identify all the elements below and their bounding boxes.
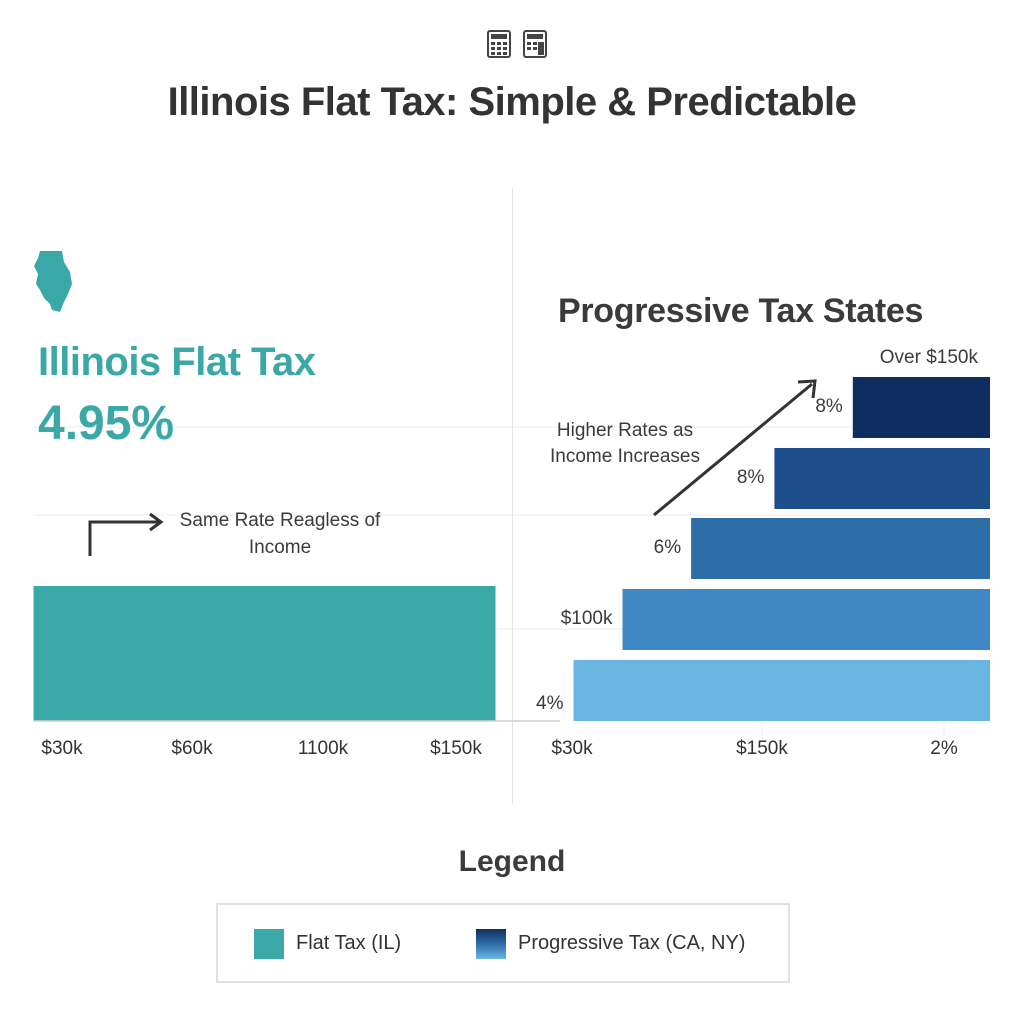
legend: Flat Tax (IL) Progressive Tax (CA, NY) <box>216 903 790 983</box>
bar-label: 6% <box>653 536 682 558</box>
bar-label: $100k <box>560 607 613 629</box>
rising-arrow <box>653 382 813 517</box>
annotation-arrows <box>88 379 817 556</box>
progressive-bar <box>622 589 990 650</box>
rising-arrow-head <box>797 379 817 399</box>
x-tick-label: 2% <box>930 738 958 759</box>
bar-label: 8% <box>736 466 765 488</box>
flat-tax-title: Illinois Flat Tax <box>38 340 316 384</box>
bent-arrow <box>88 520 160 556</box>
flat-bar <box>379 586 496 721</box>
bar-label: 8% <box>815 395 843 417</box>
progressive-bar <box>774 448 990 509</box>
legend-swatch-progressive <box>476 929 506 959</box>
bar-label: 4% <box>536 692 564 714</box>
x-tick-label: $30k <box>41 738 83 759</box>
x-tick-label: $150k <box>430 738 482 759</box>
x-tick-label: $30k <box>551 738 593 759</box>
flat-bar <box>148 586 265 721</box>
progressive-tax-bars <box>573 377 990 721</box>
legend-title: Legend <box>458 845 566 878</box>
bar-top-label: Over $150k <box>879 347 978 368</box>
panel-divider <box>512 188 513 804</box>
x-tick-label: 1100k <box>297 738 349 759</box>
legend-label-flat: Flat Tax (IL) <box>296 932 402 954</box>
bent-arrow-head <box>149 512 164 532</box>
progressive-annotation: Higher Rates as Income Increases <box>550 420 700 467</box>
flat-tax-bars <box>33 586 560 722</box>
flat-tax-rate: 4.95% <box>38 397 175 450</box>
legend-label-progressive: Progressive Tax (CA, NY) <box>518 932 746 954</box>
x-tick-label: $150k <box>736 738 788 759</box>
progressive-title: Progressive Tax States <box>558 292 924 330</box>
illinois-map-icon <box>32 250 74 319</box>
main-title: Illinois Flat Tax: Simple & Predictable <box>167 80 857 124</box>
calculator-icon <box>487 30 511 58</box>
progressive-bar <box>852 377 990 438</box>
x-tick-label: $60k <box>171 738 213 759</box>
calculator-icon <box>523 30 547 58</box>
progressive-bar <box>573 660 990 721</box>
legend-swatch-flat <box>254 929 284 959</box>
flat-annotation: Same Rate Reagless of Income <box>179 510 381 558</box>
progressive-bar <box>691 518 990 579</box>
flat-bar <box>264 586 381 721</box>
flat-bar <box>33 586 150 721</box>
